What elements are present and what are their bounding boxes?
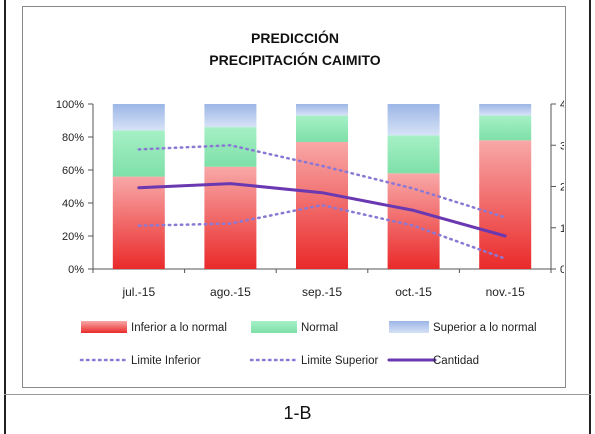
bar-segment-normal (387, 135, 440, 174)
right-tick-label: 100 (560, 223, 564, 235)
legend-label: Superior a lo normal (433, 322, 537, 334)
chart-title: PREDICCIÓN PRECIPITACIÓN CAIMITO (209, 29, 380, 68)
bar-segment-normal (296, 115, 348, 142)
bar-segment-superior-a-lo-normal (479, 104, 532, 116)
x-tick-label: sep.-15 (302, 285, 342, 299)
bar-segment-superior-a-lo-normal (112, 104, 165, 131)
left-tick-label: 80% (62, 132, 84, 144)
bar-layer (112, 104, 532, 269)
legend-entry: Limite Inferior (79, 355, 201, 367)
line-cantidad (137, 182, 507, 238)
legend-swatch (251, 321, 297, 333)
x-tick-label: nov.-15 (486, 285, 525, 299)
figure-caption: 1-B (283, 403, 312, 423)
left-border-line (4, 0, 6, 434)
left-tick-label: 20% (62, 231, 84, 243)
legend-swatch (81, 321, 127, 333)
x-tick-label: oct.-15 (395, 285, 432, 299)
bar-segment-superior-a-lo-normal (204, 104, 257, 128)
right-tick-label: 300 (560, 140, 564, 152)
left-tick-label: 60% (62, 165, 84, 177)
line-limite-inferior (137, 203, 507, 260)
legend-label: Cantidad (433, 355, 479, 367)
line-limite-superior (137, 144, 507, 219)
chart-legend: Inferior a lo normal Normal Superior a lo … (79, 321, 537, 367)
legend-label: Inferior a lo normal (131, 322, 227, 334)
left-tick-label: 100% (56, 99, 84, 111)
legend-label: Limite Superior (301, 355, 379, 367)
right-tick-label: 200 (560, 182, 564, 194)
bar-segment-superior-a-lo-normal (387, 104, 440, 136)
legend-swatch (389, 321, 429, 333)
right-tick-label: 400 (560, 99, 564, 111)
bar-segment-inferior-a-lo-normal (112, 176, 165, 269)
left-tick-label: 40% (62, 198, 84, 210)
bar-segment-inferior-a-lo-normal (204, 166, 257, 269)
legend-entry: Normal (251, 321, 338, 334)
legend-entry: Cantidad (387, 355, 479, 367)
chart-title-line-2: PRECIPITACIÓN CAIMITO (209, 51, 380, 68)
x-tick-label: ago.-15 (210, 285, 251, 299)
bar-segment-superior-a-lo-normal (296, 104, 348, 116)
chart-title-line-1: PREDICCIÓN (251, 29, 339, 46)
legend-entry: Superior a lo normal (389, 321, 537, 334)
right-tick-label: 0 (560, 264, 564, 276)
chart-container: PREDICCIÓN PRECIPITACIÓN CAIMITO 0% 20% 40%… (22, 6, 579, 388)
right-border-line (589, 0, 591, 434)
legend-label: Limite Inferior (131, 355, 201, 367)
legend-label: Normal (301, 322, 338, 334)
legend-entry: Inferior a lo normal (81, 321, 227, 334)
bar-segment-normal (479, 115, 532, 141)
legend-entry: Limite Superior (249, 355, 379, 367)
left-tick-label: 0% (68, 264, 84, 276)
bar-segment-normal (112, 130, 165, 177)
chart-svg: PREDICCIÓN PRECIPITACIÓN CAIMITO 0% 20% 40%… (56, 29, 579, 367)
bar-segment-inferior-a-lo-normal (479, 140, 532, 269)
line-layer (137, 144, 507, 260)
x-tick-label: jul.-15 (121, 285, 155, 299)
bar-segment-inferior-a-lo-normal (387, 173, 440, 269)
separator-line (4, 394, 591, 395)
